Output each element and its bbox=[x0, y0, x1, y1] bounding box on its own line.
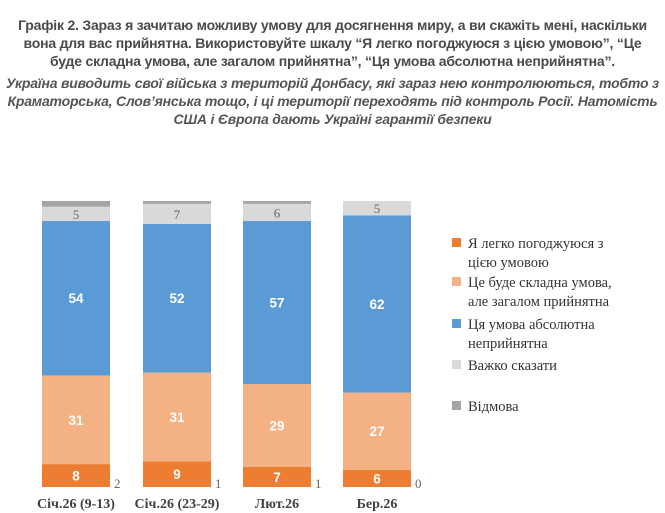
bar-segment bbox=[243, 201, 311, 204]
bar-segment bbox=[143, 203, 211, 224]
data-label: 54 bbox=[68, 291, 84, 306]
legend-label: неприйнятна bbox=[468, 336, 548, 352]
legend-label: Це буде складна умова, bbox=[468, 275, 612, 291]
data-label: 7 bbox=[273, 470, 281, 485]
data-label: 7 bbox=[174, 207, 181, 222]
data-label: 1 bbox=[315, 476, 322, 491]
chart-title: Графік 2. Зараз я зачитаю можливу умову … bbox=[18, 17, 647, 69]
x-tick-label: Бер.26 bbox=[357, 497, 398, 512]
legend-label: але загалом прийнятна bbox=[468, 294, 610, 310]
legend-label: цією умовою bbox=[468, 255, 549, 271]
data-label: 52 bbox=[169, 291, 184, 306]
legend-swatch bbox=[452, 319, 461, 328]
bar-segment bbox=[243, 384, 311, 467]
data-label: 2 bbox=[114, 476, 121, 491]
legend-swatch bbox=[452, 277, 461, 286]
bar-segment bbox=[343, 215, 411, 393]
bar-segment bbox=[143, 372, 211, 462]
bar-segment bbox=[343, 201, 411, 216]
bar-segment bbox=[243, 466, 311, 487]
bar-segment bbox=[42, 375, 110, 465]
legend-label: Я легко погоджуюся з bbox=[468, 236, 604, 252]
data-label: 8 bbox=[72, 469, 80, 484]
x-tick-label: Лют.26 bbox=[255, 497, 299, 512]
legend-swatch bbox=[452, 238, 461, 247]
x-tick-label: Січ.26 (23-29) bbox=[135, 497, 220, 512]
data-label: 31 bbox=[169, 410, 185, 425]
legend-swatch bbox=[452, 360, 461, 369]
bar-segment bbox=[243, 203, 311, 222]
legend-label: Відмова bbox=[468, 399, 519, 415]
chart-header: Графік 2. Зараз я зачитаю можливу умову … bbox=[6, 16, 659, 128]
bar-segment bbox=[243, 221, 311, 385]
bar-segment bbox=[42, 206, 110, 222]
bar-segment bbox=[42, 201, 110, 207]
data-label: 31 bbox=[68, 413, 84, 428]
bar-segment bbox=[343, 469, 411, 487]
bar-segment bbox=[42, 464, 110, 487]
legend-label: Важко сказати bbox=[468, 358, 557, 374]
bar-segment bbox=[143, 461, 211, 487]
data-label: 5 bbox=[73, 207, 80, 222]
data-label: 0 bbox=[415, 476, 422, 491]
data-label: 9 bbox=[173, 467, 181, 482]
data-label: 6 bbox=[274, 205, 281, 220]
bar-segment bbox=[42, 221, 110, 376]
data-label: 29 bbox=[269, 419, 284, 434]
data-label: 5 bbox=[374, 201, 381, 216]
bar-segment bbox=[143, 201, 211, 204]
bar-segment bbox=[343, 392, 411, 470]
x-tick-label: Січ.26 (9-13) bbox=[37, 497, 115, 512]
data-label: 62 bbox=[369, 297, 384, 312]
chart-subtitle: Україна виводить свої війська з територі… bbox=[6, 75, 659, 127]
data-label: 27 bbox=[369, 424, 384, 439]
data-label: 6 bbox=[373, 471, 381, 486]
data-label: 1 bbox=[215, 476, 222, 491]
legend-label: Ця умова абсолютна bbox=[468, 317, 595, 333]
bar-segment bbox=[143, 223, 211, 373]
data-label: 57 bbox=[269, 296, 284, 311]
legend-swatch bbox=[452, 401, 461, 410]
